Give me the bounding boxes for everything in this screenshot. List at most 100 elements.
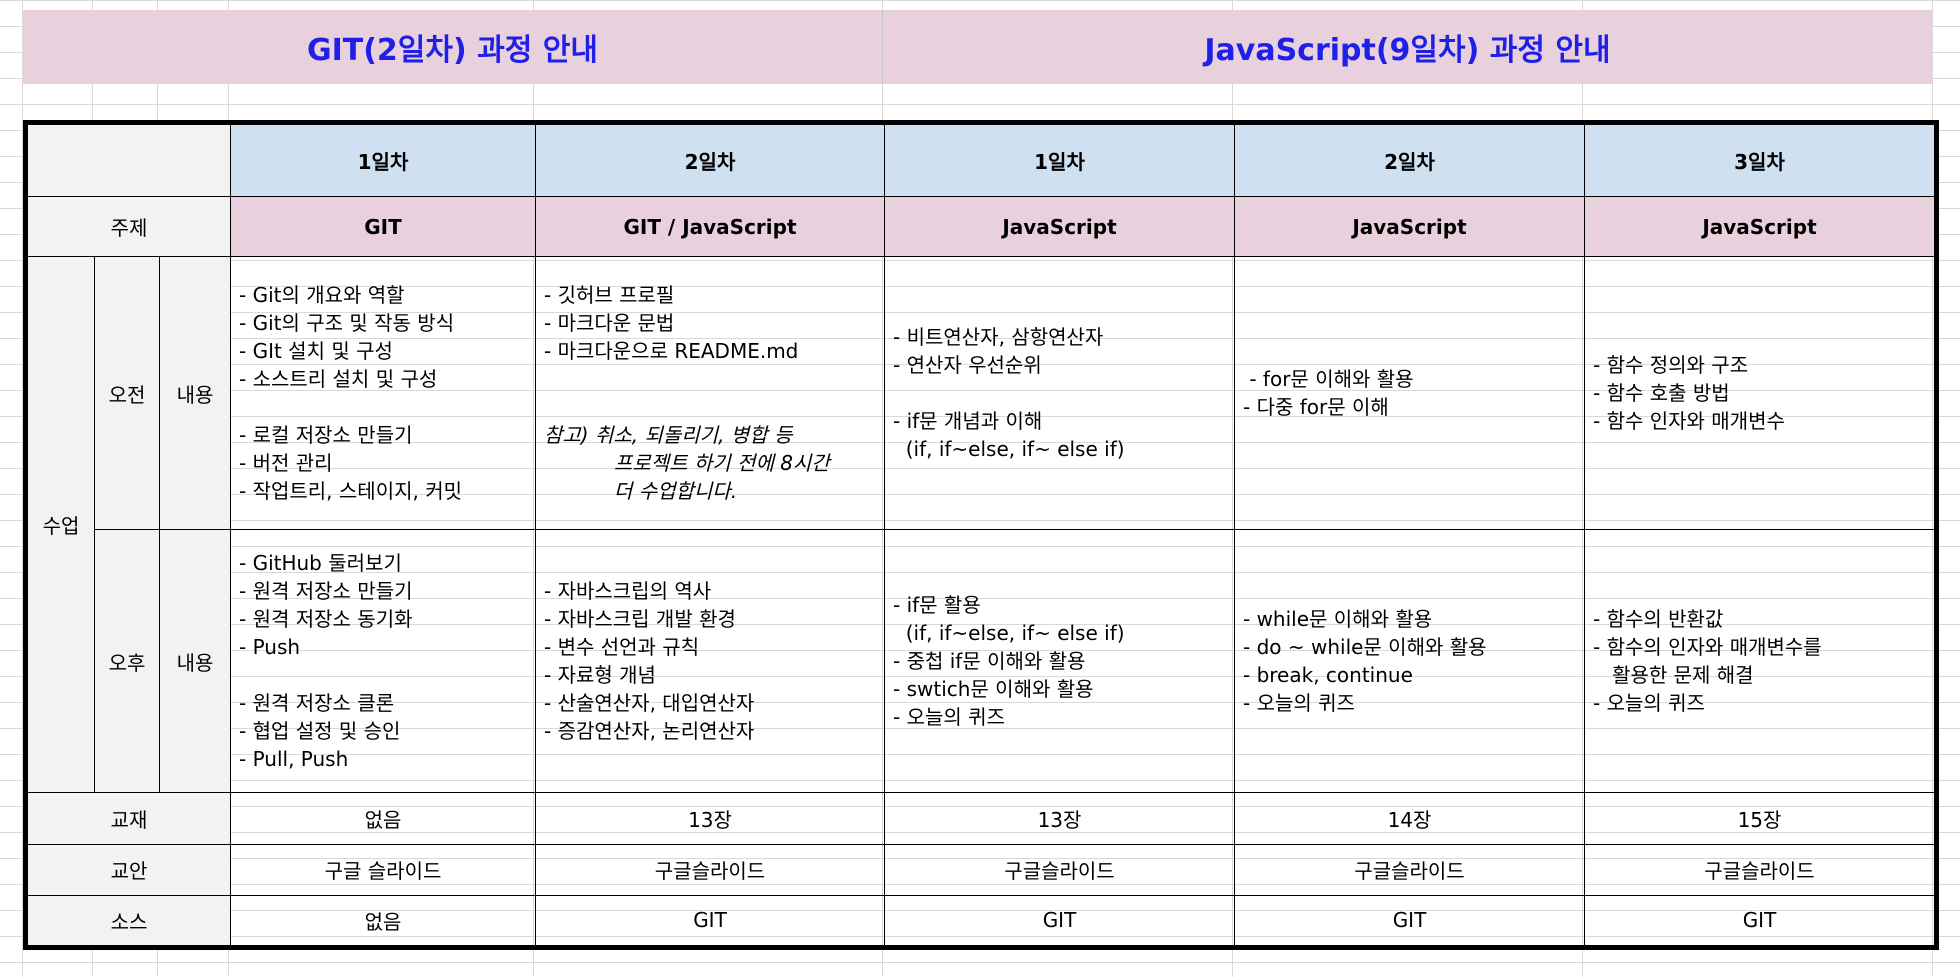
content-line: - 산술연산자, 대입연산자	[544, 691, 755, 716]
content-line: - 원격 저장소 클론	[239, 691, 395, 716]
source-cell[interactable]: 없음	[230, 894, 536, 949]
content-line: - if문 활용	[893, 593, 981, 618]
content-line: - 원격 저장소 동기화	[239, 607, 413, 632]
content-cell[interactable]: - Git의 개요와 역할 - Git의 구조 및 작동 방식 - GIt 설치 및…	[230, 256, 536, 531]
content-label-cell[interactable]: 내용	[159, 529, 231, 793]
sheet-column-line	[22, 0, 23, 977]
topic-row: 주제 GIT GIT / JavaScript JavaScript JavaS…	[25, 196, 1937, 258]
content-line: - 함수 호출 방법	[1593, 381, 1730, 406]
day-header-cell[interactable]: 1일차	[230, 121, 536, 198]
content-cell[interactable]: - if문 활용 (if, if~else, if~ else if) - 중첩 …	[884, 529, 1235, 793]
content-line: - 비트연산자, 삼항연산자	[893, 325, 1104, 350]
textbook-label-cell[interactable]: 교재	[25, 791, 231, 845]
source-cell[interactable]: GIT	[1234, 894, 1585, 949]
content-line: - 마크다운 문법	[544, 311, 675, 336]
topic-label-cell[interactable]: 주제	[25, 196, 231, 258]
day-header-row: 1일차 2일차 1일차 2일차 3일차	[25, 121, 1937, 198]
content-line: - 중첩 if문 이해와 활용	[893, 649, 1086, 674]
afternoon-row: 오후 내용 - GitHub 둘러보기 - 원격 저장소 만들기 - 원격 저장소 …	[26, 529, 1937, 793]
morning-label-cell[interactable]: 오전	[94, 256, 160, 531]
content-line: 활용한 문제 해결	[1593, 663, 1754, 688]
banner-git-course[interactable]: GIT(2일차) 과정 안내	[23, 10, 882, 84]
textbook-cell[interactable]: 14장	[1234, 791, 1585, 845]
content-line: - 버전 관리	[239, 451, 333, 476]
content-line	[544, 393, 884, 421]
afternoon-label-cell[interactable]: 오후	[94, 529, 160, 793]
banner-js-course[interactable]: JavaScript(9일차) 과정 안내	[883, 10, 1932, 84]
content-line: - 원격 저장소 만들기	[239, 579, 413, 604]
day-header-cell[interactable]: 2일차	[535, 121, 885, 198]
source-cell[interactable]: GIT	[1584, 894, 1937, 949]
source-row: 소스 없음 GIT GIT GIT GIT	[25, 894, 1937, 949]
content-line: - Push	[239, 635, 301, 660]
source-cell[interactable]: GIT	[884, 894, 1235, 949]
lesson-plan-row: 교안 구글 슬라이드 구글슬라이드 구글슬라이드 구글슬라이드 구글슬라이드	[25, 843, 1937, 896]
content-line	[893, 379, 1234, 407]
textbook-cell[interactable]: 없음	[230, 791, 536, 845]
content-line: - 오늘의 퀴즈	[1593, 691, 1705, 716]
content-cell[interactable]: - 비트연산자, 삼항연산자 - 연산자 우선순위 - if문 개념과 이해 (i…	[884, 256, 1235, 531]
content-line: (if, if~else, if~ else if)	[893, 437, 1125, 462]
content-line: - 오늘의 퀴즈	[893, 705, 1005, 730]
content-line: - 깃허브 프로필	[544, 283, 675, 308]
content-line: - GIt 설치 및 구성	[239, 339, 393, 364]
content-line: (if, if~else, if~ else if)	[893, 621, 1125, 646]
content-line: - Git의 구조 및 작동 방식	[239, 311, 455, 336]
content-line: - 함수 정의와 구조	[1593, 353, 1749, 378]
textbook-cell[interactable]: 13장	[884, 791, 1235, 845]
content-line: - swtich문 이해와 활용	[893, 677, 1094, 702]
content-line: - while문 이해와 활용	[1243, 607, 1433, 632]
banner-divider	[882, 10, 883, 84]
lesson-plan-cell[interactable]: 구글슬라이드	[1584, 843, 1937, 896]
textbook-cell[interactable]: 13장	[535, 791, 885, 845]
lesson-plan-cell[interactable]: 구글슬라이드	[535, 843, 885, 896]
content-cell[interactable]: - 자바스크립의 역사 - 자바스크립 개발 환경 - 변수 선언과 규칙 - 자료형…	[535, 529, 885, 793]
corner-cell[interactable]	[25, 121, 231, 198]
schedule-table: 1일차 2일차 1일차 2일차 3일차 주제 GIT GIT / JavaScr…	[23, 120, 1939, 950]
content-line: - 자료형 개념	[544, 663, 656, 688]
day-header-cell[interactable]: 1일차	[884, 121, 1235, 198]
content-line: - 다중 for문 이해	[1243, 395, 1389, 420]
content-cell[interactable]: - 깃허브 프로필 - 마크다운 문법 - 마크다운으로 README.md 참고)…	[535, 256, 885, 531]
banner-js-title: JavaScript(9일차) 과정 안내	[1204, 33, 1611, 68]
class-label-cell[interactable]: 수업	[25, 256, 95, 793]
content-line: - 증감연산자, 논리연산자	[544, 719, 755, 744]
lesson-plan-label-cell[interactable]: 교안	[25, 843, 231, 896]
content-line: 더 수업합니다.	[544, 479, 738, 504]
lesson-plan-cell[interactable]: 구글슬라이드	[884, 843, 1235, 896]
content-line: - 로컬 저장소 만들기	[239, 423, 413, 448]
content-line: - for문 이해와 활용	[1243, 367, 1414, 392]
content-line: - 함수 인자와 매개변수	[1593, 409, 1785, 434]
content-cell[interactable]: - while문 이해와 활용 - do ~ while문 이해와 활용 - bre…	[1234, 529, 1585, 793]
content-line: - 오늘의 퀴즈	[1243, 691, 1355, 716]
content-cell[interactable]: - for문 이해와 활용 - 다중 for문 이해	[1234, 256, 1585, 531]
content-line: - break, continue	[1243, 663, 1413, 688]
content-line: - 자바스크립 개발 환경	[544, 607, 736, 632]
content-cell[interactable]: - 함수의 반환값 - 함수의 인자와 매개변수를 활용한 문제 해결 - 오늘의 …	[1584, 529, 1937, 793]
lesson-plan-cell[interactable]: 구글슬라이드	[1234, 843, 1585, 896]
textbook-cell[interactable]: 15장	[1584, 791, 1937, 845]
content-line: - 자바스크립의 역사	[544, 579, 712, 604]
content-line: - 연산자 우선순위	[893, 353, 1042, 378]
content-cell[interactable]: - 함수 정의와 구조 - 함수 호출 방법 - 함수 인자와 매개변수	[1584, 256, 1937, 531]
topic-cell[interactable]: JavaScript	[1584, 196, 1937, 258]
topic-cell[interactable]: JavaScript	[1234, 196, 1585, 258]
source-cell[interactable]: GIT	[535, 894, 885, 949]
content-label-cell[interactable]: 내용	[159, 256, 231, 531]
content-line	[544, 365, 884, 393]
content-line: - Git의 개요와 역할	[239, 283, 405, 308]
source-label-cell[interactable]: 소스	[25, 894, 231, 949]
content-line: - 소스트리 설치 및 구성	[239, 367, 438, 392]
topic-cell[interactable]: GIT / JavaScript	[535, 196, 885, 258]
day-header-cell[interactable]: 2일차	[1234, 121, 1585, 198]
topic-cell[interactable]: GIT	[230, 196, 536, 258]
content-line: - 변수 선언과 규칙	[544, 635, 700, 660]
content-line: - do ~ while문 이해와 활용	[1243, 635, 1487, 660]
topic-cell[interactable]: JavaScript	[884, 196, 1235, 258]
content-line: 프로젝트 하기 전에 8시간	[544, 451, 830, 476]
day-header-cell[interactable]: 3일차	[1584, 121, 1937, 198]
content-cell[interactable]: - GitHub 둘러보기 - 원격 저장소 만들기 - 원격 저장소 동기화 - P…	[230, 529, 536, 793]
content-line: 참고) 취소, 되돌리기, 병합 등	[544, 423, 793, 448]
lesson-plan-cell[interactable]: 구글 슬라이드	[230, 843, 536, 896]
content-line	[239, 661, 535, 689]
